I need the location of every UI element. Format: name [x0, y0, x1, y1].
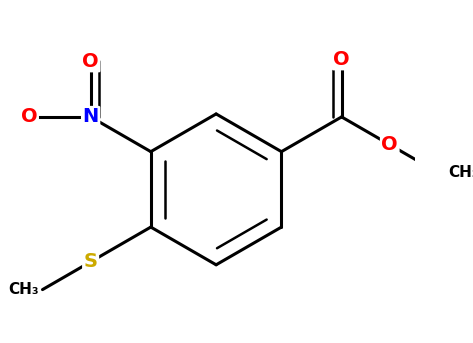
Text: CH₃: CH₃ [448, 165, 473, 180]
Text: N: N [82, 107, 99, 127]
Text: O: O [82, 52, 99, 71]
Text: O: O [21, 107, 37, 127]
Text: O: O [381, 135, 398, 154]
Text: CH₃: CH₃ [8, 282, 38, 297]
Text: S: S [84, 252, 97, 271]
Text: O: O [333, 50, 350, 69]
